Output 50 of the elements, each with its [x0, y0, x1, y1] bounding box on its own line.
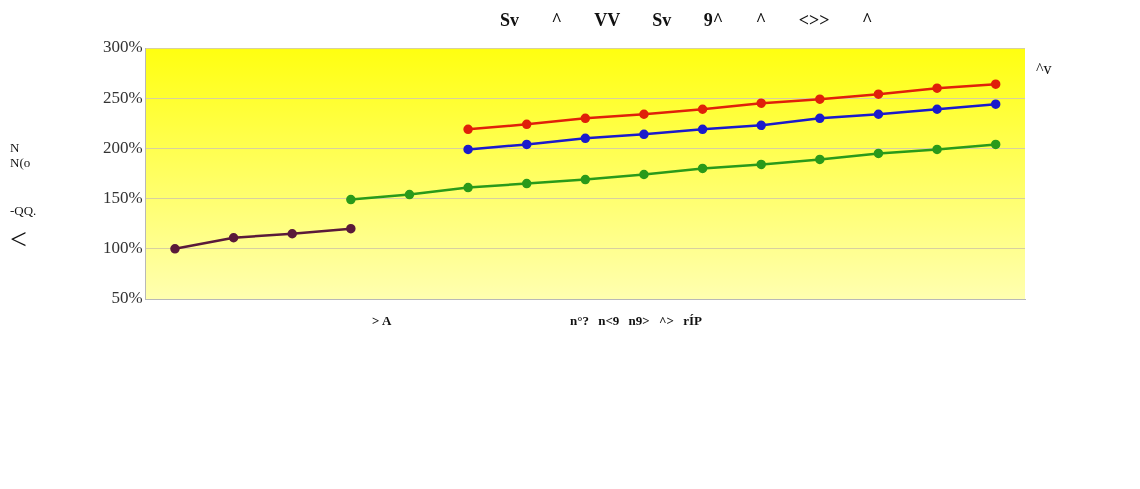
point: [697, 124, 708, 135]
text: N(o: [10, 155, 31, 171]
point: [873, 109, 884, 120]
point: [697, 163, 708, 174]
point: [639, 129, 649, 140]
point: [815, 154, 825, 165]
y-tick-label: 150%: [102, 188, 143, 208]
text: -QQ.: [10, 203, 37, 219]
point: [463, 124, 473, 135]
point: [756, 159, 766, 170]
point: [990, 99, 1001, 109]
point: [580, 133, 591, 144]
point: [697, 104, 708, 114]
point: [815, 113, 825, 124]
point: [287, 228, 297, 239]
point: [346, 223, 356, 234]
text: n°? n<9 n9> ^> rÍP: [570, 313, 702, 329]
point: [932, 144, 942, 155]
point: [873, 89, 884, 99]
point: [639, 109, 649, 120]
point: [346, 194, 356, 205]
point: [990, 79, 1001, 89]
text: ^v: [1036, 60, 1052, 78]
y-tick-label: 250%: [102, 87, 143, 107]
point: [521, 139, 532, 150]
point: [463, 144, 473, 155]
point: [170, 244, 180, 254]
point: [580, 113, 591, 124]
point: [815, 94, 825, 104]
point: [990, 139, 1001, 150]
text: Sv ^ VV Sv 9^ ^ <>> ^: [500, 10, 873, 31]
point: [639, 169, 649, 180]
point: [756, 120, 766, 131]
point: [404, 189, 415, 200]
y-tick-label: 200%: [102, 137, 143, 157]
text: <: [10, 222, 27, 256]
y-tick-label: 300%: [102, 37, 143, 57]
point: [521, 119, 532, 130]
y-tick-label: 100%: [102, 238, 143, 258]
text: > A: [372, 313, 392, 329]
point: [756, 98, 766, 108]
point: [873, 148, 884, 159]
point: [580, 174, 591, 185]
point: [463, 182, 473, 193]
text: N: [10, 140, 20, 156]
point: [932, 104, 942, 114]
point: [521, 178, 532, 189]
point: [228, 233, 239, 243]
y-tick-label: 50%: [111, 288, 143, 308]
point: [932, 83, 942, 93]
